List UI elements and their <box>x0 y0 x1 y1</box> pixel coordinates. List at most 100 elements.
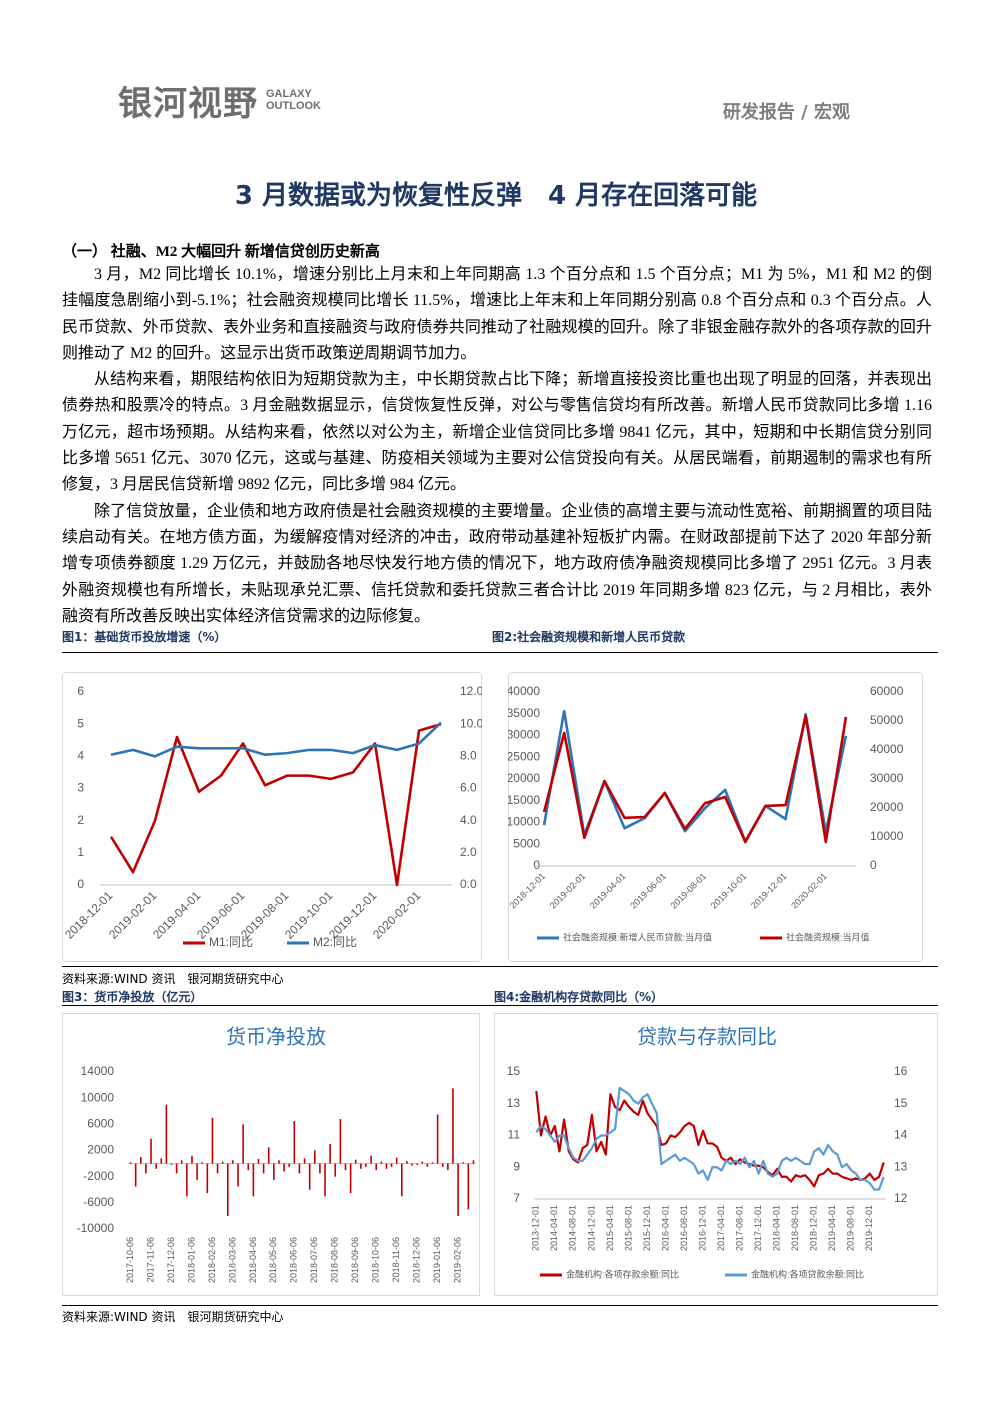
report-type: 研发报告 / 宏观 <box>722 102 850 123</box>
x-tick-label: 2014-08-01 <box>568 1205 578 1251</box>
bar <box>216 1163 219 1174</box>
y-tick-label: 14 <box>894 1128 908 1142</box>
data-line <box>535 1086 885 1191</box>
x-tick-label: 2018-12-06 <box>412 1237 422 1283</box>
bar <box>349 1163 352 1194</box>
x-tick-label: 2019-08-01 <box>846 1205 856 1251</box>
x-tick-label: 2017-10-06 <box>125 1237 135 1283</box>
y-tick-label: 60000 <box>870 684 904 698</box>
y-tick-label: 12 <box>894 1191 908 1205</box>
bar <box>129 1162 132 1164</box>
y-tick-label: 35000 <box>508 706 540 720</box>
bar <box>226 1163 229 1216</box>
bar <box>375 1163 378 1171</box>
logo-en: GALAXY OUTLOOK <box>266 88 321 112</box>
bar <box>329 1143 331 1164</box>
bar <box>395 1157 398 1164</box>
bar <box>462 1162 465 1164</box>
y-tick-label: 25000 <box>508 749 540 763</box>
bar <box>385 1163 388 1169</box>
y-tick-label: 0 <box>533 858 540 872</box>
bar <box>441 1163 444 1167</box>
x-tick-label: 2019-02-01 <box>548 871 588 911</box>
y-tick-label: 6.0 <box>460 781 477 795</box>
y-tick-label: -10000 <box>77 1221 115 1235</box>
bar <box>257 1159 260 1164</box>
x-tick-label: 2018-05-06 <box>268 1237 278 1283</box>
chart: 贷款与存款同比 7 9 11 13 15 12 13 14 15 16 2013-12-01 2014-… <box>494 1013 938 1296</box>
bar <box>390 1163 393 1167</box>
bar <box>211 1117 214 1164</box>
bar <box>452 1088 454 1164</box>
bar <box>155 1163 157 1169</box>
bar <box>431 1162 434 1164</box>
bar <box>278 1160 280 1164</box>
figure-caption: 图4:金融机构存贷款同比（%） <box>494 990 664 1004</box>
x-tick-label: 2018-08-06 <box>330 1237 340 1283</box>
legend-label: M2:同比 <box>313 935 357 949</box>
y-tick-label: 9 <box>513 1159 520 1173</box>
y-tick-label: 2000 <box>87 1143 114 1157</box>
bar <box>242 1124 244 1164</box>
x-tick-label: 2019-04-01 <box>827 1205 837 1251</box>
x-tick-label: 2018-03-06 <box>227 1237 237 1283</box>
chart: 货币净投放 -10000 -6000 -2000 2000 6000 10000 14000 2… <box>62 1013 480 1296</box>
figure-caption: 图3：货币净投放（亿元） <box>62 990 203 1004</box>
bar <box>334 1163 337 1177</box>
legend-label: 社会融资规模:新增人民币贷款:当月值 <box>563 931 712 942</box>
x-tick-label: 2016-12-01 <box>697 1205 707 1251</box>
bar <box>221 1161 224 1164</box>
bar <box>247 1163 250 1171</box>
y-tick-label: 2 <box>77 813 84 827</box>
bar <box>411 1163 413 1166</box>
bar <box>354 1159 357 1164</box>
bar <box>170 1163 173 1165</box>
legend-label: 金融机构:各项贷款余额:同比 <box>751 1268 864 1279</box>
y-tick-label: 2.0 <box>460 845 477 859</box>
bar <box>447 1163 449 1171</box>
x-tick-label: 2019-04-01 <box>588 871 628 911</box>
y-tick-label: 7 <box>513 1191 520 1205</box>
x-tick-label: 2015-04-01 <box>605 1205 615 1251</box>
x-tick-label: 2017-12-06 <box>166 1237 176 1283</box>
data-line <box>535 1090 885 1188</box>
bar <box>308 1163 311 1190</box>
x-tick-label: 2019-10-01 <box>709 871 749 911</box>
bar <box>472 1160 475 1164</box>
x-tick-label: 2014-12-01 <box>586 1205 596 1251</box>
bar <box>436 1114 439 1164</box>
legend-label: 社会融资规模:当月值 <box>786 931 870 942</box>
bar <box>416 1163 418 1165</box>
bar <box>267 1147 270 1164</box>
bar <box>180 1160 183 1164</box>
x-tick-label: 2018-12-01 <box>508 871 547 911</box>
rule <box>62 1005 938 1006</box>
x-tick-label: 2020-02-01 <box>370 888 424 942</box>
y-tick-label: 0.0 <box>460 877 477 891</box>
y-tick-label: 8.0 <box>460 749 477 763</box>
x-tick-label: 2017-11-06 <box>145 1237 155 1282</box>
source: 资料来源:WIND 资讯 银河期货研究中心 <box>62 972 284 986</box>
x-tick-label: 2018-01-06 <box>186 1237 196 1283</box>
x-tick-label: 2016-08-01 <box>679 1205 689 1251</box>
x-tick-label: 2016-04-01 <box>660 1205 670 1251</box>
y-tick-label: 15000 <box>508 793 540 807</box>
legend-label: M1:同比 <box>209 935 253 949</box>
chart: 01234560.02.04.06.08.010.012.02018-12-01… <box>62 672 482 962</box>
bar <box>457 1163 459 1216</box>
body-text: 3 月，M2 同比增长 10.1%，增速分别比上月末和上年同期高 1.3 个百分… <box>62 262 932 630</box>
x-tick-label: 2018-04-01 <box>772 1205 782 1251</box>
bar <box>160 1158 163 1164</box>
bar <box>313 1150 316 1164</box>
y-tick-label: 13 <box>507 1096 521 1110</box>
y-tick-label: 15 <box>894 1096 908 1110</box>
y-tick-label: 13 <box>894 1159 908 1173</box>
x-tick-label: 2019-06-01 <box>628 871 668 911</box>
x-tick-label: 2017-08-01 <box>734 1205 744 1251</box>
x-tick-label: 2014-04-01 <box>549 1205 559 1251</box>
chart-border <box>62 1013 480 1296</box>
data-line <box>109 722 442 887</box>
y-tick-label: 10000 <box>508 815 540 829</box>
x-tick-label: 2019-01-06 <box>432 1237 442 1283</box>
x-tick-label: 2018-04-06 <box>248 1237 258 1283</box>
